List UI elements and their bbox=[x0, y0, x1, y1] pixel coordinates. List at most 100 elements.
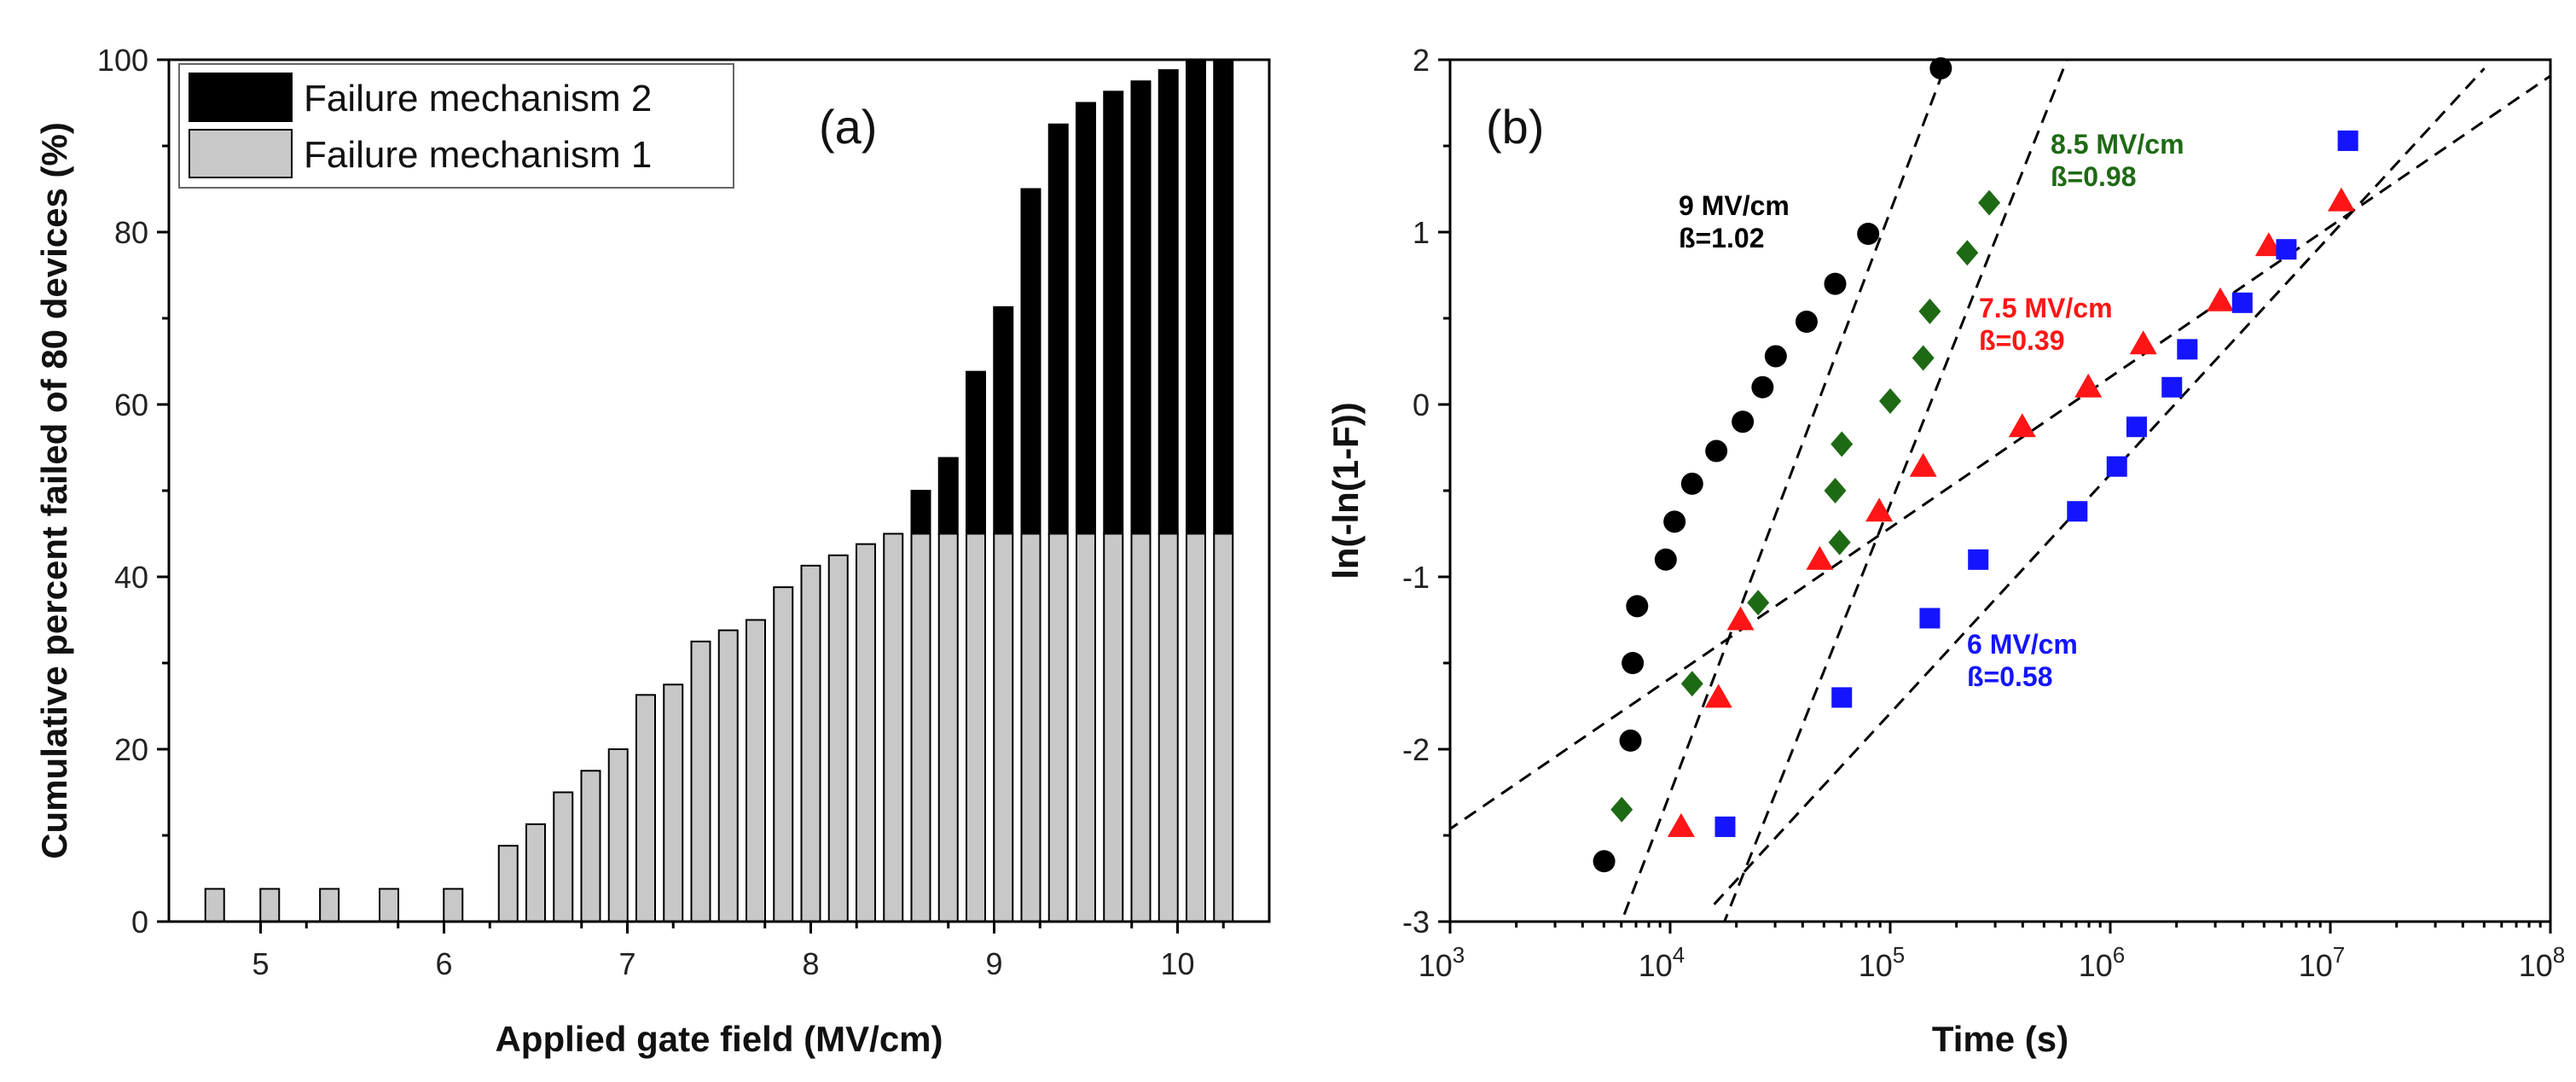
point-6-mv-cm bbox=[2177, 339, 2198, 360]
annotation-8-5mv-beta: ß=0.98 bbox=[2051, 161, 2137, 192]
point-9-mv-cm bbox=[1593, 850, 1616, 873]
annotation-6mv-field: 6 MV/cm bbox=[1967, 629, 2078, 660]
bar-mechanism-1 bbox=[1186, 532, 1206, 922]
b-x-tick-base: 10 bbox=[1859, 948, 1893, 983]
point-8-5-mv-cm bbox=[1956, 240, 1979, 266]
bar-mechanism-1 bbox=[319, 887, 340, 922]
bar-mechanism-1 bbox=[580, 770, 601, 922]
bar-mechanism-2 bbox=[1213, 59, 1234, 535]
b-y-tick-label: 1 bbox=[1413, 215, 1430, 250]
point-8-5-mv-cm bbox=[1918, 298, 1941, 324]
bar-mechanism-1 bbox=[259, 887, 281, 922]
bar-mechanism-1 bbox=[443, 887, 464, 922]
b-x-axis-title: Time (s) bbox=[1932, 1019, 2068, 1059]
annotation-7-5mv-field: 7.5 MV/cm bbox=[1979, 293, 2113, 323]
bar-mechanism-1 bbox=[937, 532, 959, 922]
point-6-mv-cm bbox=[1831, 687, 1853, 708]
a-bars bbox=[204, 59, 1234, 922]
annotation-6mv-beta: ß=0.58 bbox=[1967, 661, 2053, 692]
b-x-tick-base: 10 bbox=[1639, 948, 1673, 983]
bar-mechanism-2 bbox=[1020, 188, 1041, 535]
point-6-mv-cm bbox=[2106, 456, 2127, 477]
b-y-tick-label: -3 bbox=[1402, 905, 1430, 939]
bar-mechanism-2 bbox=[993, 305, 1014, 535]
point-8-5-mv-cm bbox=[1912, 345, 1935, 371]
bar-mechanism-2 bbox=[1047, 123, 1069, 535]
bar-mechanism-2 bbox=[910, 490, 931, 535]
point-7-5-mv-cm bbox=[2207, 287, 2234, 311]
bar-mechanism-1 bbox=[1130, 532, 1152, 922]
point-6-mv-cm bbox=[1968, 549, 1989, 570]
b-x-tick-label: 105 bbox=[1859, 942, 1906, 983]
point-9-mv-cm bbox=[1929, 57, 1952, 80]
point-8-5-mv-cm bbox=[1747, 590, 1770, 616]
point-7-5-mv-cm bbox=[1667, 812, 1695, 837]
a-x-tick-label: 9 bbox=[985, 946, 1002, 981]
point-9-mv-cm bbox=[1732, 410, 1755, 433]
a-legend: Failure mechanism 2 Failure mechanism 1 bbox=[178, 63, 734, 189]
point-9-mv-cm bbox=[1705, 439, 1728, 462]
bar-mechanism-1 bbox=[1076, 532, 1096, 922]
b-y-tick-label: -2 bbox=[1402, 732, 1430, 767]
b-x-tick-base: 10 bbox=[2079, 948, 2113, 983]
point-6-mv-cm bbox=[1919, 608, 1941, 629]
bar-mechanism-1 bbox=[910, 532, 931, 922]
b-x-tick-exponent: 6 bbox=[2113, 942, 2125, 968]
point-9-mv-cm bbox=[1663, 510, 1686, 533]
legend-swatch-mechanism-1 bbox=[189, 129, 293, 178]
point-6-mv-cm bbox=[2337, 130, 2358, 151]
fit-line-6-mv-cm bbox=[1713, 67, 2486, 905]
point-8-5-mv-cm bbox=[1879, 387, 1901, 414]
point-9-mv-cm bbox=[1795, 311, 1818, 334]
bar-mechanism-1 bbox=[204, 887, 225, 922]
a-x-tick-label: 5 bbox=[252, 946, 269, 981]
a-x-axis-title: Applied gate field (MV/cm) bbox=[495, 1019, 943, 1059]
point-9-mv-cm bbox=[1619, 729, 1642, 752]
fit-line-8-5-mv-cm bbox=[1723, 60, 2068, 922]
fit-line-7-5-mv-cm bbox=[1450, 74, 2550, 831]
b-x-tick-base: 10 bbox=[2519, 948, 2553, 983]
legend-label-mechanism-2: Failure mechanism 2 bbox=[304, 78, 652, 119]
b-x-tick-base: 10 bbox=[1419, 948, 1453, 983]
a-y-tick-label: 100 bbox=[97, 43, 148, 78]
bar-mechanism-2 bbox=[1103, 90, 1124, 535]
bar-mechanism-1 bbox=[1213, 532, 1234, 922]
b-y-axis-title: ln(-ln(1-F)) bbox=[1326, 402, 1366, 579]
b-x-tick-base: 10 bbox=[2299, 948, 2333, 983]
a-x-tick-label: 8 bbox=[802, 946, 819, 981]
a-y-tick-label: 40 bbox=[114, 560, 148, 595]
point-6-mv-cm bbox=[2126, 416, 2147, 438]
point-9-mv-cm bbox=[1764, 345, 1787, 368]
bar-mechanism-1 bbox=[1157, 532, 1179, 922]
point-7-5-mv-cm bbox=[1726, 606, 1755, 631]
a-y-axis-title: Cumulative percent failed of 80 devices … bbox=[34, 122, 74, 859]
bar-mechanism-1 bbox=[663, 684, 684, 922]
bar-mechanism-1 bbox=[883, 532, 904, 922]
b-x-tick-label: 103 bbox=[1419, 942, 1465, 983]
point-9-mv-cm bbox=[1857, 223, 1880, 246]
bar-mechanism-1 bbox=[993, 532, 1014, 922]
a-x-tick-label: 6 bbox=[435, 946, 452, 981]
bar-mechanism-1 bbox=[497, 845, 519, 922]
bar-mechanism-2 bbox=[1130, 80, 1152, 535]
point-6-mv-cm bbox=[2231, 292, 2253, 313]
point-7-5-mv-cm bbox=[1806, 545, 1834, 570]
point-6-mv-cm bbox=[2067, 501, 2088, 522]
point-7-5-mv-cm bbox=[1865, 497, 1894, 522]
point-7-5-mv-cm bbox=[1704, 684, 1732, 708]
bar-mechanism-1 bbox=[1047, 532, 1069, 922]
bar-mechanism-1 bbox=[773, 586, 794, 922]
point-9-mv-cm bbox=[1622, 652, 1645, 674]
bar-mechanism-1 bbox=[746, 619, 766, 922]
bar-mechanism-2 bbox=[966, 370, 986, 535]
b-x-tick-label: 108 bbox=[2519, 942, 2566, 983]
point-6-mv-cm bbox=[1714, 816, 1736, 837]
b-y-tick-label: 0 bbox=[1413, 387, 1430, 422]
a-x-tick-label: 7 bbox=[618, 946, 635, 981]
b-x-tick-label: 106 bbox=[2079, 942, 2126, 983]
bar-mechanism-1 bbox=[379, 887, 399, 922]
